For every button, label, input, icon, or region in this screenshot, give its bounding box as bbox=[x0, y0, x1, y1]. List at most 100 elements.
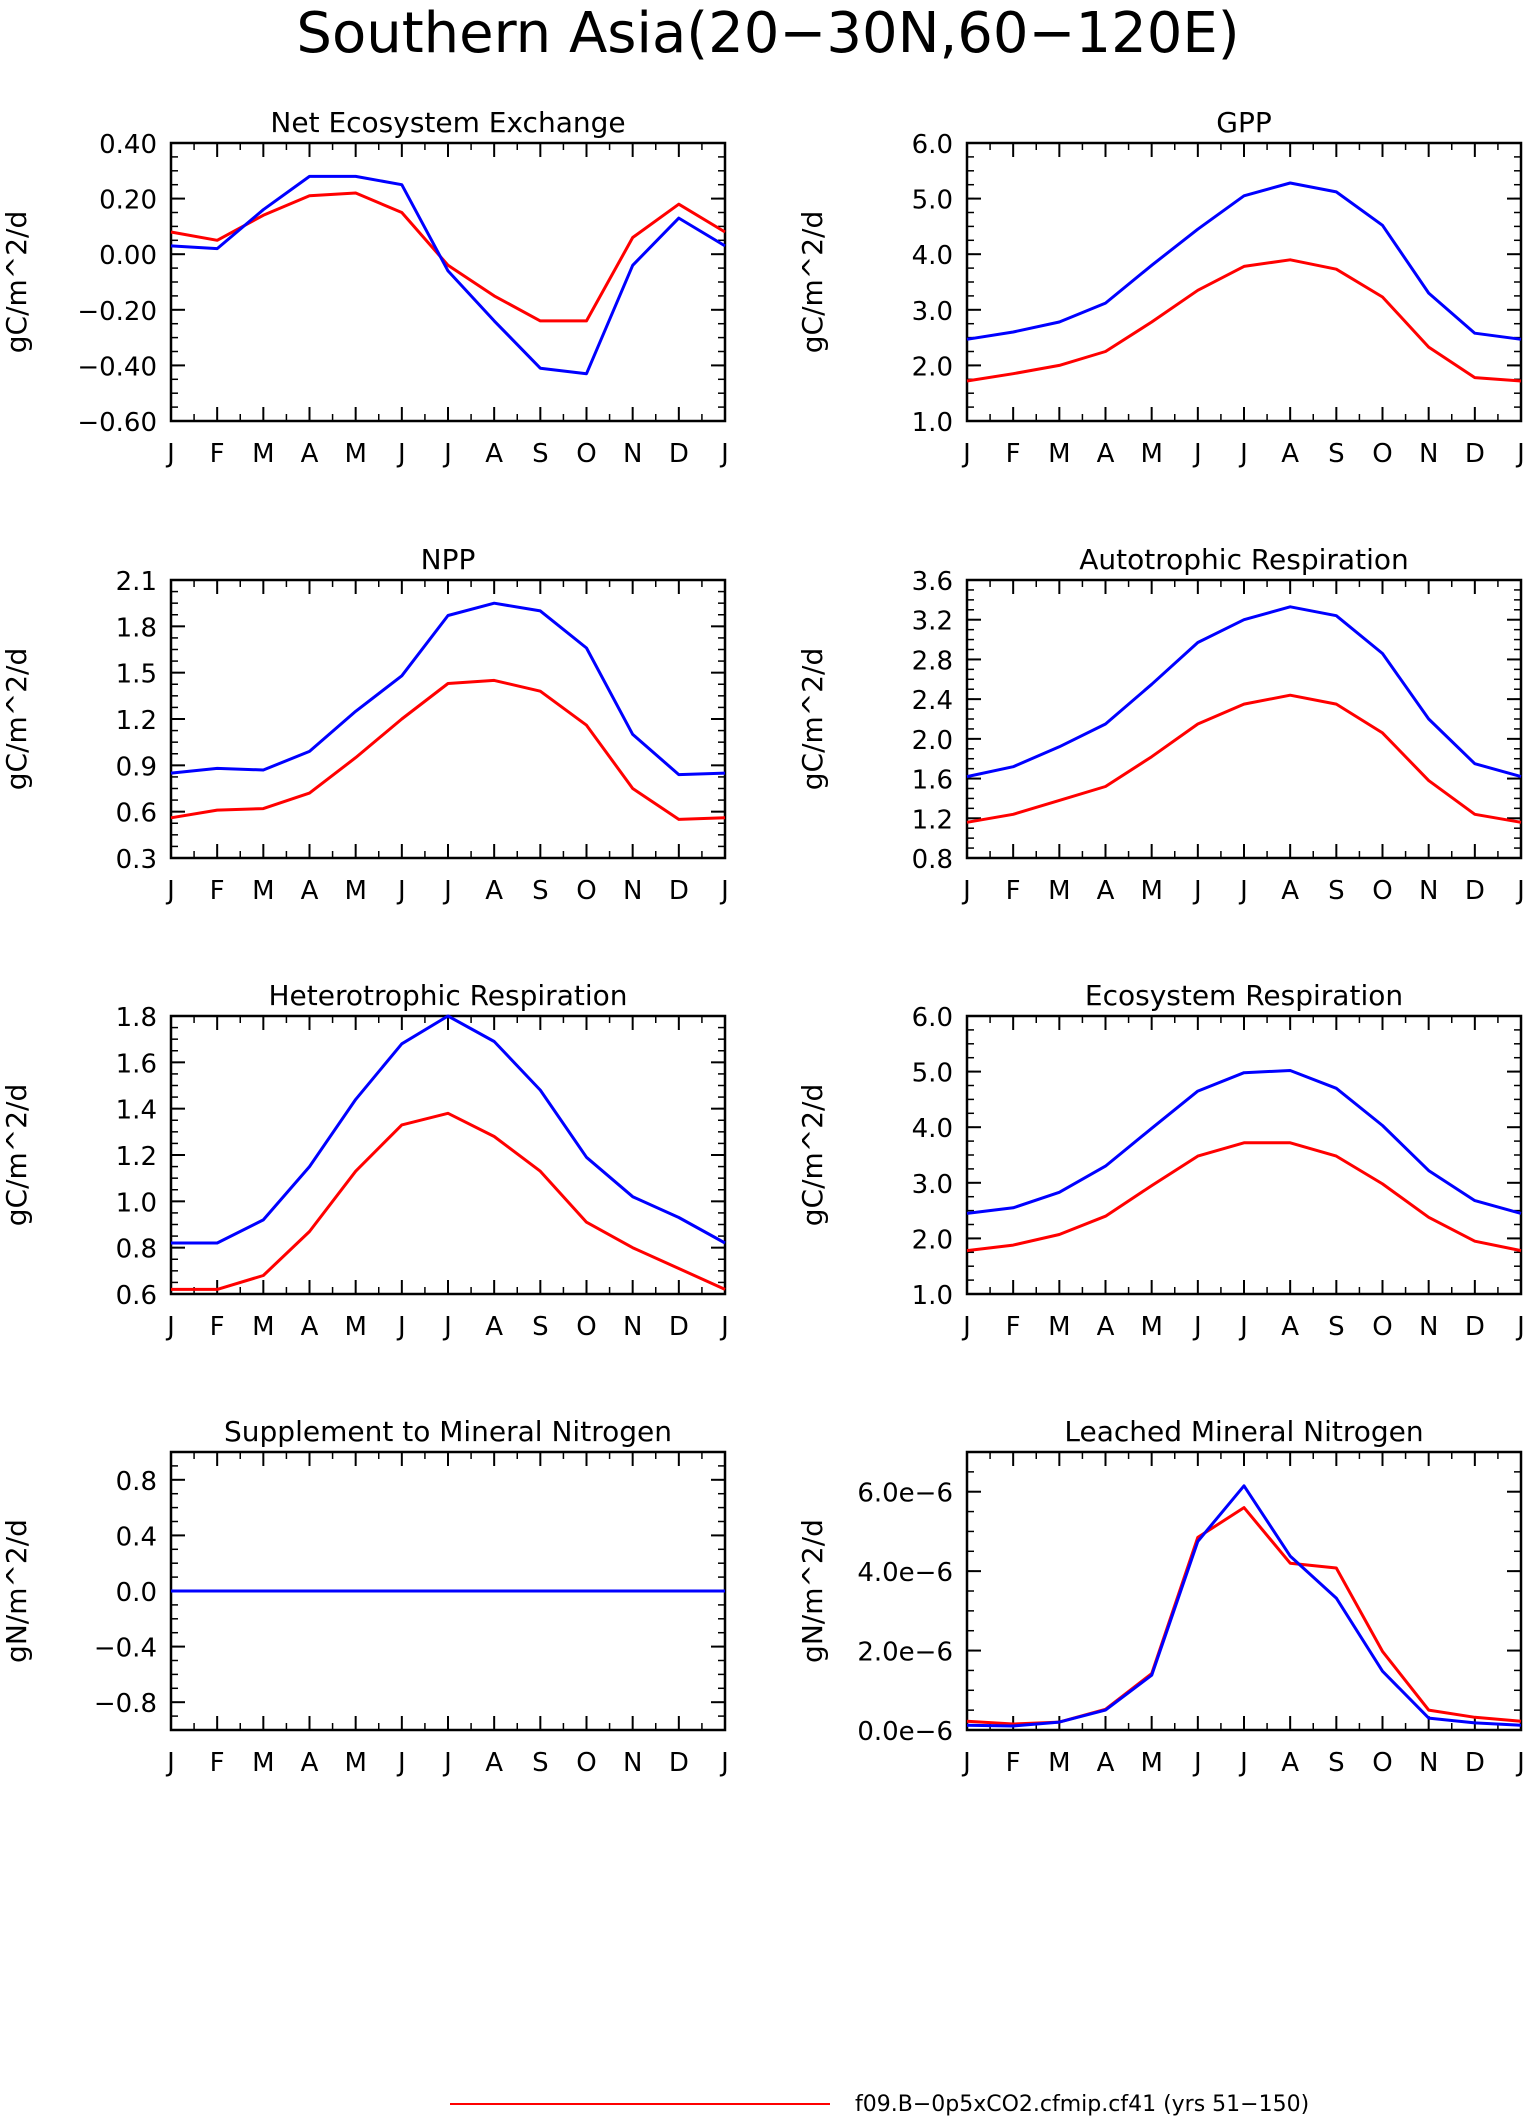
y-tick-label: 0.0e−6 bbox=[857, 1717, 953, 1747]
x-tick-label: J bbox=[961, 876, 971, 906]
y-tick-label: 3.0 bbox=[912, 297, 953, 327]
series-line-blue bbox=[170, 601, 726, 777]
x-tick-label: J bbox=[1192, 439, 1202, 469]
x-tick-label: J bbox=[1238, 876, 1248, 906]
y-tick-label: 6.0 bbox=[912, 1003, 953, 1033]
series-line-red bbox=[170, 678, 726, 821]
y-tick-label: 0.00 bbox=[99, 241, 157, 271]
x-tick-label: S bbox=[1328, 1748, 1345, 1778]
y-tick-label: 6.0 bbox=[912, 130, 953, 160]
x-tick-label: J bbox=[719, 439, 729, 469]
x-tick-label: N bbox=[1419, 439, 1438, 469]
x-tick-label: F bbox=[1006, 1312, 1021, 1342]
y-tick-label: −0.60 bbox=[77, 408, 157, 438]
series-line-red bbox=[170, 191, 726, 323]
x-tick-label: N bbox=[1419, 876, 1438, 906]
x-tick-label: J bbox=[1192, 1312, 1202, 1342]
x-tick-label: J bbox=[1192, 876, 1202, 906]
x-tick-label: J bbox=[396, 439, 406, 469]
x-tick-label: M bbox=[1140, 1312, 1162, 1342]
x-tick-label: D bbox=[669, 1748, 689, 1778]
x-tick-label: S bbox=[532, 1748, 549, 1778]
x-tick-label: J bbox=[1515, 439, 1525, 469]
x-tick-label: O bbox=[576, 876, 596, 906]
x-tick-label: J bbox=[1515, 1748, 1525, 1778]
x-tick-label: O bbox=[576, 1748, 596, 1778]
y-tick-label: 0.0 bbox=[116, 1578, 157, 1608]
x-tick-label: S bbox=[532, 439, 549, 469]
y-tick-label: 5.0 bbox=[912, 186, 953, 216]
y-tick-label: 1.4 bbox=[116, 1096, 157, 1126]
y-axis-label: gN/m^2/d bbox=[0, 1519, 33, 1663]
x-tick-label: J bbox=[165, 1312, 175, 1342]
x-tick-label: J bbox=[961, 1748, 971, 1778]
x-tick-label: D bbox=[669, 1312, 689, 1342]
x-tick-label: A bbox=[1097, 1748, 1115, 1778]
y-tick-label: 1.0 bbox=[116, 1188, 157, 1218]
plot-frame bbox=[965, 578, 1523, 860]
plot-frame bbox=[169, 141, 727, 423]
x-tick-label: J bbox=[165, 1748, 175, 1778]
x-tick-label: S bbox=[532, 1312, 549, 1342]
y-axis-label: gC/m^2/d bbox=[0, 1084, 33, 1227]
x-tick-label: A bbox=[301, 1748, 319, 1778]
x-tick-label: M bbox=[1140, 439, 1162, 469]
x-tick-label: D bbox=[1465, 876, 1485, 906]
x-tick-label: N bbox=[1419, 1312, 1438, 1342]
y-tick-label: 1.8 bbox=[116, 1003, 157, 1033]
plot-frame bbox=[965, 1014, 1523, 1296]
x-tick-label: A bbox=[1281, 439, 1299, 469]
y-tick-label: −0.8 bbox=[94, 1689, 157, 1719]
x-tick-label: O bbox=[1372, 1748, 1392, 1778]
x-tick-label: M bbox=[1048, 1748, 1070, 1778]
y-tick-label: 1.6 bbox=[912, 766, 953, 796]
y-tick-label: 2.4 bbox=[912, 686, 953, 716]
y-axis-label: gC/m^2/d bbox=[0, 211, 33, 354]
plot-frame bbox=[169, 578, 727, 860]
x-tick-label: A bbox=[301, 439, 319, 469]
x-tick-label: M bbox=[344, 439, 366, 469]
x-tick-label: A bbox=[485, 439, 503, 469]
x-tick-label: S bbox=[1328, 439, 1345, 469]
x-tick-label: D bbox=[1465, 1748, 1485, 1778]
series-line-red bbox=[966, 258, 1522, 383]
x-tick-label: F bbox=[1006, 439, 1021, 469]
y-tick-label: 0.20 bbox=[99, 186, 157, 216]
x-tick-label: A bbox=[1281, 876, 1299, 906]
x-tick-label: M bbox=[1140, 876, 1162, 906]
series-line-red bbox=[171, 1111, 726, 1291]
y-tick-label: 4.0 bbox=[912, 1114, 953, 1144]
x-tick-label: D bbox=[1465, 1312, 1485, 1342]
x-tick-label: N bbox=[623, 1312, 642, 1342]
x-tick-label: M bbox=[344, 1748, 366, 1778]
y-tick-label: 1.2 bbox=[116, 1142, 157, 1172]
x-tick-label: M bbox=[1048, 1312, 1070, 1342]
legend-line-red bbox=[450, 2103, 830, 2105]
y-tick-label: 4.0 bbox=[912, 241, 953, 271]
y-tick-label: 0.6 bbox=[116, 1281, 157, 1311]
x-tick-label: O bbox=[1372, 876, 1392, 906]
panel-title: GPP bbox=[1216, 106, 1271, 139]
x-tick-label: J bbox=[1238, 1312, 1248, 1342]
x-tick-label: A bbox=[1097, 1312, 1115, 1342]
series-line-blue bbox=[170, 174, 726, 376]
y-axis-label: gC/m^2/d bbox=[796, 211, 829, 354]
y-tick-label: 3.0 bbox=[912, 1170, 953, 1200]
legend: f09.B−0p5xCO2.cfmip.cf41 (yrs 51−150) bbox=[450, 2092, 1450, 2117]
figure-title: Southern Asia(20−30N,60−120E) bbox=[296, 1, 1239, 66]
x-tick-label: J bbox=[1515, 1312, 1525, 1342]
series-line-blue bbox=[966, 1484, 1522, 1728]
x-tick-label: N bbox=[623, 439, 642, 469]
y-tick-label: 1.6 bbox=[116, 1049, 157, 1079]
panel-title: Autotrophic Respiration bbox=[1079, 543, 1408, 576]
x-tick-label: J bbox=[442, 1748, 452, 1778]
x-tick-label: M bbox=[252, 876, 274, 906]
x-tick-label: J bbox=[442, 439, 452, 469]
x-tick-label: J bbox=[1238, 1748, 1248, 1778]
y-tick-label: 2.8 bbox=[912, 646, 953, 676]
